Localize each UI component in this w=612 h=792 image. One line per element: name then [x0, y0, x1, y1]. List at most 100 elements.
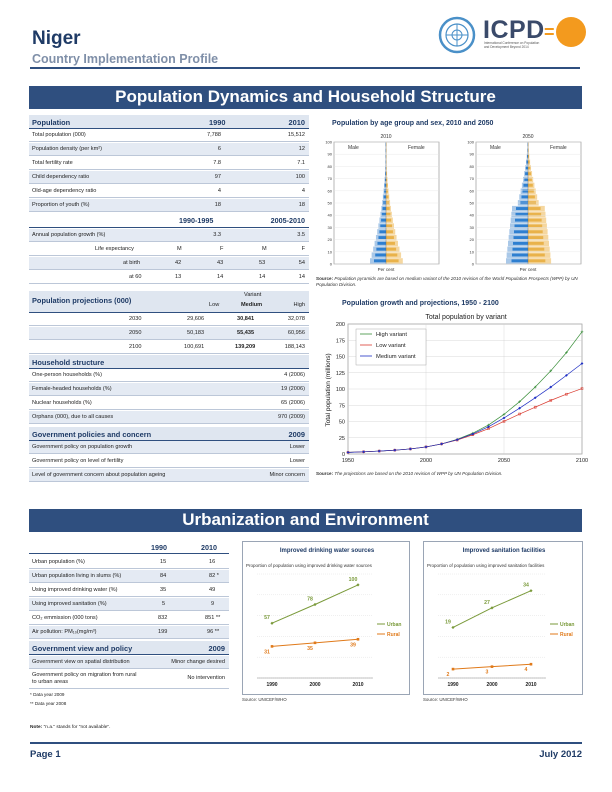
- sanitation-chart-box: Improved sanitation facilities Proportio…: [423, 541, 583, 695]
- pyramid-female-bar-inner: [528, 183, 533, 187]
- table-row: Annual population growth (%) 3.3 3.5: [29, 229, 309, 242]
- data-point: [565, 373, 568, 377]
- pyramid-female-bar-inner: [528, 230, 543, 234]
- y-tick-label: 25: [339, 436, 345, 442]
- pyramid-y-tick: 70: [328, 176, 333, 181]
- data-point: [270, 645, 274, 648]
- data-label: 31: [264, 649, 270, 655]
- data-point: [377, 449, 381, 453]
- x-tick-label: 2000: [309, 682, 320, 688]
- water-chart-box: Improved drinking water sources Proporti…: [242, 541, 410, 695]
- table-row: Nuclear households (%) 65 (2006): [29, 397, 309, 410]
- pyramid-female-bar-inner: [386, 195, 389, 199]
- pyramid-male-bar-inner: [379, 230, 386, 234]
- legend-label: High variant: [376, 332, 407, 338]
- data-point: [356, 637, 360, 641]
- data-point: [533, 405, 537, 409]
- population-table: Population 1990 2010 Total population (0…: [29, 115, 309, 490]
- pyramid-y-tick: 40: [328, 213, 333, 218]
- data-point: [580, 330, 584, 334]
- pyramid-female-bar-inner: [528, 224, 543, 228]
- pyramid-y-tick: 40: [470, 213, 475, 218]
- pyramid-male-bar-inner: [526, 160, 528, 164]
- pyramid-male-bar-inner: [512, 253, 528, 257]
- table-row: Proportion of youth (%) 18 18: [29, 199, 309, 212]
- pyramid-female-bar-inner: [386, 201, 390, 205]
- data-point: [580, 362, 584, 365]
- pyramid-male-bar-inner: [384, 178, 386, 181]
- data-point: [455, 438, 459, 442]
- table-row: 2030 29,606 30,841 32,078: [29, 313, 309, 326]
- pyramid-female-bar-inner: [386, 236, 394, 240]
- data-label: 27: [484, 600, 490, 606]
- pyramid-y-tick: 50: [470, 201, 475, 206]
- pyramid-y-tick: 10: [470, 249, 475, 254]
- pyramid-male-bar-inner: [385, 172, 386, 176]
- pyramid-y-tick: 70: [470, 176, 475, 181]
- data-point: [487, 425, 490, 429]
- data-point: [533, 396, 537, 400]
- un-emblem-icon: [438, 16, 476, 54]
- section-banner-urbanization: Urbanization and Environment: [29, 509, 582, 532]
- pyramid-female-bar-inner: [386, 218, 392, 222]
- pyramid-female-bar-inner: [528, 201, 537, 205]
- growth-source: Source: The projections are based on the…: [316, 471, 503, 476]
- pyramid-male-bar-inner: [514, 224, 528, 228]
- pyramid-male-bar-inner: [515, 218, 528, 222]
- urbanization-table: 1990 2010 Urban population (%) 15 16 Urb…: [29, 541, 229, 711]
- orange-circle-logo-icon: [556, 17, 586, 47]
- page-note: Note: "n.a." stands for "not available".: [30, 725, 111, 730]
- pyramid-female-bar-inner: [528, 166, 531, 170]
- equals-icon: =: [544, 22, 555, 42]
- pyramid-male-bar-inner: [384, 183, 386, 187]
- female-label: Female: [408, 145, 425, 151]
- pyramid-y-tick: 100: [325, 140, 332, 145]
- table-row: Female-headed households (%) 19 (2006): [29, 383, 309, 396]
- pyramid-male-bar-inner: [384, 189, 386, 193]
- sanitation-source: Source: UNICEF/WHO: [423, 697, 468, 702]
- female-label: Female: [550, 145, 567, 151]
- pyramid-female-bar-inner: [386, 183, 388, 187]
- footnote: * Data year 2009: [30, 692, 65, 697]
- table-row: Urban population (%) 15 16: [29, 556, 229, 569]
- pyramid-male-bar-inner: [516, 207, 528, 210]
- data-point: [529, 662, 533, 666]
- data-point: [518, 412, 521, 416]
- table-row: Child dependency ratio 97 100: [29, 171, 309, 184]
- pyramid-y-tick: 100: [467, 140, 474, 145]
- growth-line-chart: Total population by variant Total popula…: [316, 310, 588, 470]
- table-row: Old-age dependency ratio 4 4: [29, 185, 309, 198]
- country-name: Niger: [32, 28, 81, 49]
- pyramid-y-tick: 30: [328, 225, 333, 230]
- pyramid-y-tick: 90: [470, 152, 475, 157]
- data-point: [549, 369, 553, 373]
- table-row: CO₂ emmission (000 tons) 832 851 **: [29, 612, 229, 625]
- logo-caption: International Conference on Population a…: [484, 41, 540, 49]
- x-tick-label: 2000: [486, 682, 497, 688]
- data-point: [518, 406, 521, 410]
- pyramid-male-bar-inner: [383, 195, 386, 199]
- data-point: [490, 606, 494, 610]
- table-row: Government policy on population growth L…: [29, 441, 309, 454]
- pyramid-male-bar-inner: [521, 195, 528, 199]
- pyramid-female-bar-inner: [528, 148, 529, 152]
- pyramid-male-bar-inner: [385, 166, 386, 170]
- pyramid-female-bar-inner: [386, 212, 391, 216]
- pyramid-male-bar-inner: [525, 166, 528, 170]
- data-point: [529, 589, 533, 593]
- pyramid-male-bar-inner: [514, 230, 528, 234]
- pyramid-female-bar-inner: [528, 241, 544, 245]
- pyramid-male-bar-inner: [375, 253, 386, 257]
- pyramid-y-tick: 30: [470, 225, 475, 230]
- data-label: 19: [445, 619, 451, 625]
- table-row: Urban population living in slums (%) 84 …: [29, 570, 229, 583]
- x-tick-label: 2100: [576, 458, 588, 464]
- pyramid-source: Source: Population pyramids are based on…: [316, 276, 578, 287]
- growth-chart-heading: Population growth and projections, 1950 …: [342, 300, 499, 307]
- pyramid-female-bar-inner: [528, 160, 530, 164]
- x-tick-label: 2050: [498, 458, 510, 464]
- data-label: 78: [307, 597, 313, 603]
- pyramid-female-bar-inner: [528, 154, 530, 158]
- water-chart-subtitle: Proportion of population using improved …: [246, 563, 373, 568]
- data-point: [471, 432, 475, 436]
